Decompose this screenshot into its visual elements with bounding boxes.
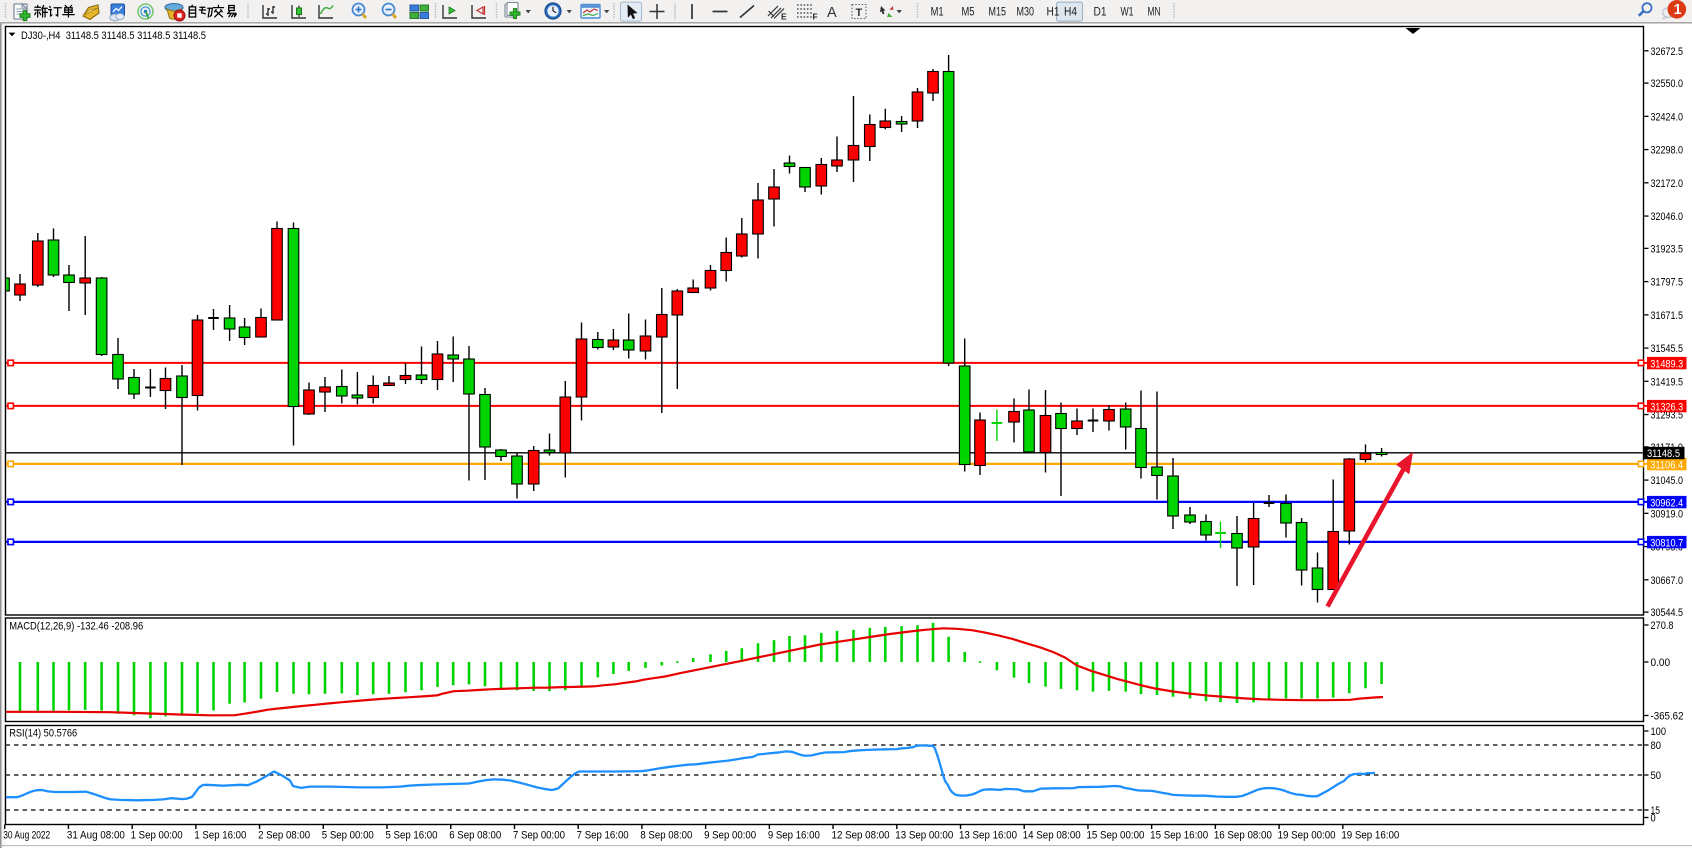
svg-text:12 Sep 08:00: 12 Sep 08:00 bbox=[832, 830, 890, 842]
svg-text:31545.5: 31545.5 bbox=[1651, 343, 1684, 355]
svg-text:15 Sep 00:00: 15 Sep 00:00 bbox=[1086, 830, 1144, 842]
svg-text:100: 100 bbox=[1651, 726, 1667, 738]
svg-text:16 Sep 08:00: 16 Sep 08:00 bbox=[1214, 830, 1272, 842]
svg-text:80: 80 bbox=[1651, 740, 1662, 752]
svg-text:D1: D1 bbox=[1094, 7, 1107, 19]
svg-text:5 Sep 16:00: 5 Sep 16:00 bbox=[386, 830, 438, 842]
svg-text:31923.5: 31923.5 bbox=[1651, 243, 1684, 255]
svg-text:30962.4: 30962.4 bbox=[1650, 497, 1683, 509]
svg-text:19 Sep 00:00: 19 Sep 00:00 bbox=[1278, 830, 1336, 842]
svg-text:A: A bbox=[827, 5, 837, 21]
svg-text:50: 50 bbox=[1651, 770, 1662, 782]
svg-text:31797.5: 31797.5 bbox=[1651, 277, 1684, 289]
svg-text:13 Sep 00:00: 13 Sep 00:00 bbox=[895, 830, 953, 842]
svg-text:MN: MN bbox=[1148, 7, 1161, 19]
svg-text:14 Sep 08:00: 14 Sep 08:00 bbox=[1023, 830, 1081, 842]
svg-text:31293.5: 31293.5 bbox=[1651, 410, 1684, 422]
svg-text:6 Sep 08:00: 6 Sep 08:00 bbox=[449, 830, 501, 842]
svg-text:31671.5: 31671.5 bbox=[1651, 310, 1684, 322]
svg-text:30810.7: 30810.7 bbox=[1650, 537, 1683, 549]
svg-text:15 Sep 16:00: 15 Sep 16:00 bbox=[1150, 830, 1208, 842]
svg-text:F: F bbox=[813, 12, 818, 22]
svg-text:8 Sep 08:00: 8 Sep 08:00 bbox=[640, 830, 692, 842]
svg-text:T: T bbox=[856, 7, 863, 19]
svg-text:13 Sep 16:00: 13 Sep 16:00 bbox=[959, 830, 1017, 842]
svg-text:0: 0 bbox=[1651, 813, 1656, 825]
svg-text:RSI(14) 50.5766: RSI(14) 50.5766 bbox=[9, 728, 77, 740]
svg-text:30 Aug 2022: 30 Aug 2022 bbox=[3, 830, 50, 842]
svg-text:1: 1 bbox=[1674, 2, 1682, 18]
svg-text:5 Sep 00:00: 5 Sep 00:00 bbox=[322, 830, 374, 842]
svg-text:1 Sep 16:00: 1 Sep 16:00 bbox=[194, 830, 246, 842]
svg-text:1 Sep 00:00: 1 Sep 00:00 bbox=[131, 830, 183, 842]
svg-text:9 Sep 16:00: 9 Sep 16:00 bbox=[768, 830, 820, 842]
svg-text:32298.0: 32298.0 bbox=[1651, 145, 1684, 157]
svg-text:19 Sep 16:00: 19 Sep 16:00 bbox=[1341, 830, 1399, 842]
svg-text:-365.62: -365.62 bbox=[1651, 711, 1684, 723]
svg-text:M30: M30 bbox=[1017, 7, 1035, 19]
svg-text:2 Sep 08:00: 2 Sep 08:00 bbox=[258, 830, 310, 842]
svg-text:W1: W1 bbox=[1121, 7, 1134, 19]
svg-text:7 Sep 16:00: 7 Sep 16:00 bbox=[577, 830, 629, 842]
svg-text:7 Sep 00:00: 7 Sep 00:00 bbox=[513, 830, 565, 842]
svg-text:0.00: 0.00 bbox=[1651, 657, 1671, 669]
svg-text:30667.0: 30667.0 bbox=[1651, 575, 1684, 587]
svg-text:31045.0: 31045.0 bbox=[1651, 475, 1684, 487]
svg-text:H1: H1 bbox=[1047, 7, 1060, 19]
svg-text:31419.5: 31419.5 bbox=[1651, 376, 1684, 388]
svg-text:32424.0: 32424.0 bbox=[1651, 111, 1684, 123]
svg-text:32172.0: 32172.0 bbox=[1651, 178, 1684, 190]
svg-text:32046.0: 32046.0 bbox=[1651, 211, 1684, 223]
svg-text:32550.0: 32550.0 bbox=[1651, 78, 1684, 90]
svg-text:31489.3: 31489.3 bbox=[1650, 358, 1683, 370]
svg-text:31106.4: 31106.4 bbox=[1650, 459, 1683, 471]
svg-text:E: E bbox=[781, 12, 787, 22]
svg-text:M15: M15 bbox=[989, 7, 1007, 19]
svg-text:31 Aug 08:00: 31 Aug 08:00 bbox=[67, 830, 125, 842]
svg-text:MACD(12,26,9) -132.46 -208.96: MACD(12,26,9) -132.46 -208.96 bbox=[9, 621, 143, 633]
svg-text:32672.5: 32672.5 bbox=[1651, 46, 1684, 58]
svg-text:30919.0: 30919.0 bbox=[1651, 508, 1684, 520]
svg-text:9 Sep 00:00: 9 Sep 00:00 bbox=[704, 830, 756, 842]
svg-text:30544.5: 30544.5 bbox=[1651, 607, 1684, 619]
svg-text:15: 15 bbox=[1651, 805, 1661, 817]
svg-text:270.8: 270.8 bbox=[1651, 620, 1674, 632]
svg-text:H4: H4 bbox=[1064, 7, 1078, 19]
svg-text:31148.5: 31148.5 bbox=[1647, 448, 1680, 460]
svg-text:DJ30-,H4 31148.5 31148.5 3114: DJ30-,H4 31148.5 31148.5 31148.5 31148.5 bbox=[21, 30, 206, 42]
svg-text:31326.3: 31326.3 bbox=[1650, 401, 1683, 413]
svg-text:M5: M5 bbox=[962, 7, 975, 19]
svg-text:M1: M1 bbox=[931, 7, 944, 19]
